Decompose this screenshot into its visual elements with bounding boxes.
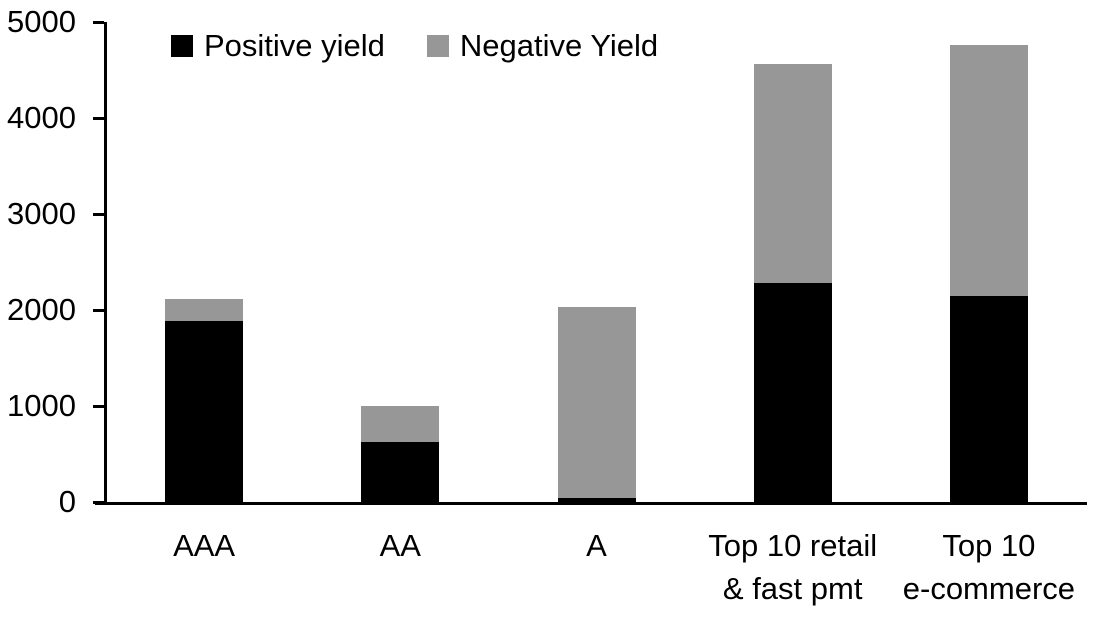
y-tick-mark-2000 [93,309,104,312]
legend-label-positive-yield: Positive yield [204,28,385,63]
bar-segment-positive-yield [949,295,1028,502]
bar-group-aa [361,22,440,502]
y-tick-mark-3000 [93,213,104,216]
y-tick-label-4000: 4000 [7,100,76,135]
legend-label-negative-yield: Negative Yield [459,28,659,63]
x-axis-labels: AAA AA A Top 10 retail & fast pmt Top 10 e-com… [0,524,1102,618]
bar-segment-positive-yield [165,320,244,502]
x-axis-label-a: A [467,524,727,567]
bar-group-top-10-retail [753,22,832,502]
legend: Positive yield Negative Yield [171,30,658,61]
y-tick-label-1000: 1000 [7,388,76,423]
legend-item-positive-yield: Positive yield [171,30,385,61]
plot-area [106,22,1087,502]
bar-segment-positive-yield [361,442,440,502]
y-tick-label-0: 0 [58,484,76,519]
bar-segment-negative-yield [165,298,244,321]
y-tick-label-5000: 5000 [7,4,76,39]
y-tick-mark-1000 [93,405,104,408]
legend-swatch-positive-yield [171,34,193,57]
bar-group-aaa [165,22,244,502]
x-axis-label-line: Top 10 [942,528,1036,563]
x-axis-label-line: AAA [173,528,236,563]
bar-segment-negative-yield [753,63,832,283]
y-tick-mark-5000 [93,21,104,24]
x-axis-label-top-10-retail: Top 10 retail & fast pmt [663,524,923,610]
legend-item-negative-yield: Negative Yield [426,28,659,63]
y-tick-label-2000: 2000 [7,292,76,327]
y-tick-label-3000: 3000 [7,196,76,231]
x-axis-label-line: e-commerce [902,571,1076,606]
bar-segment-negative-yield [557,307,636,498]
bar-segment-positive-yield [557,497,636,502]
x-axis-label-aa: AA [270,524,530,567]
bar-group-a [557,22,636,502]
y-tick-mark-4000 [93,117,104,120]
x-axis-label-line: AA [379,528,421,563]
x-axis-label-aaa: AAA [74,524,334,567]
x-axis-line [95,502,1087,505]
legend-swatch-negative-yield [426,34,449,57]
x-axis-label-line: & fast pmt [722,571,863,606]
bar-segment-positive-yield [753,282,832,502]
x-axis-label-top-10: Top 10 e-commerce [859,524,1102,610]
bar-segment-negative-yield [361,405,440,442]
x-axis-label-line: A [586,528,607,563]
x-axis-label-line: Top 10 retail [708,528,878,563]
y-axis-line [104,22,107,505]
bar-segment-negative-yield [949,45,1028,296]
bar-group-top-10 [949,22,1028,502]
